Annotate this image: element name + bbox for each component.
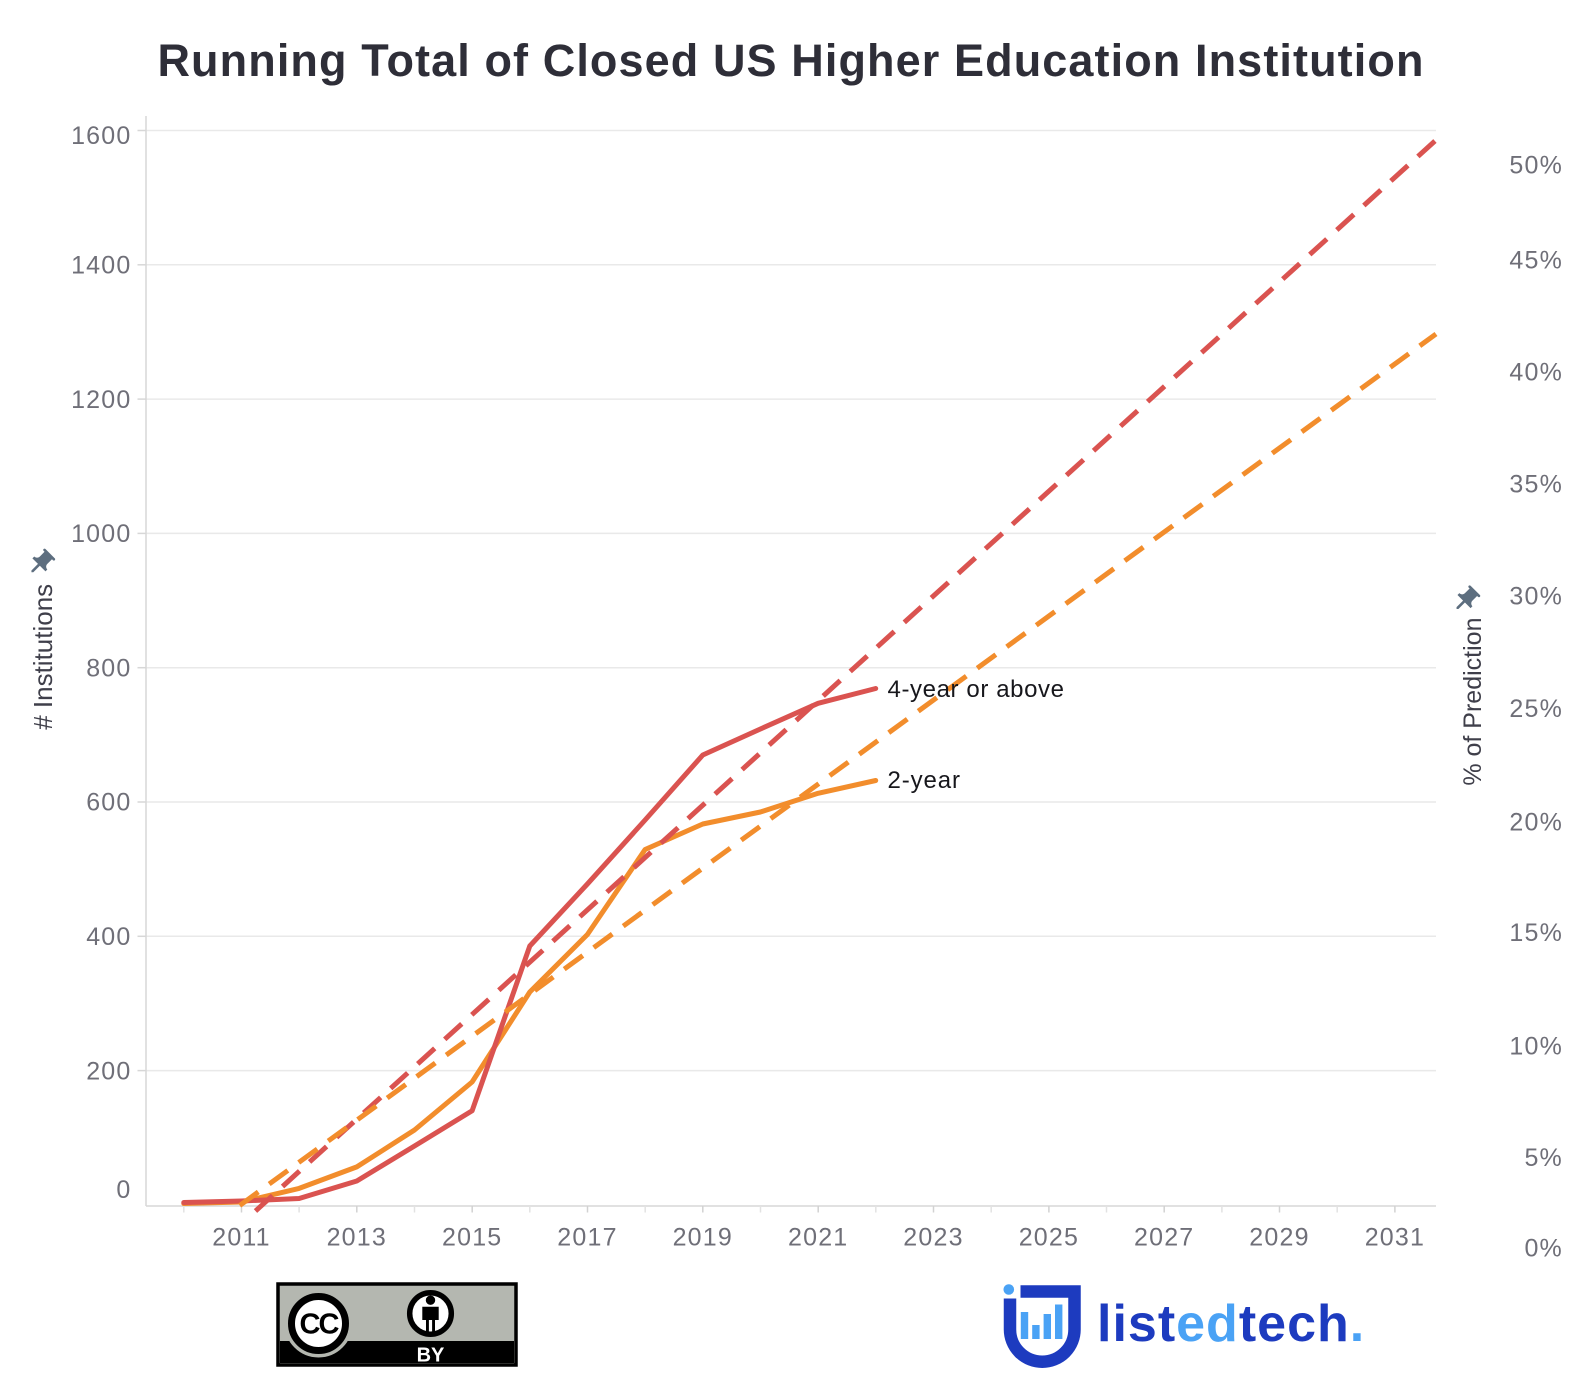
svg-text:50%: 50% <box>1509 152 1563 180</box>
svg-text:40%: 40% <box>1509 359 1563 387</box>
svg-text:25%: 25% <box>1509 695 1563 723</box>
svg-text:5%: 5% <box>1524 1144 1563 1172</box>
svg-text:2011: 2011 <box>212 1224 271 1252</box>
svg-text:4-year or above: 4-year or above <box>888 676 1065 703</box>
svg-text:400: 400 <box>86 923 131 951</box>
svg-text:1400: 1400 <box>71 252 131 280</box>
svg-text:35%: 35% <box>1509 471 1563 499</box>
svg-text:2013: 2013 <box>327 1224 387 1252</box>
svg-text:800: 800 <box>86 654 131 682</box>
svg-text:listedtech.: listedtech. <box>1097 1295 1365 1353</box>
svg-text:15%: 15% <box>1509 919 1563 947</box>
svg-text:10%: 10% <box>1509 1032 1563 1060</box>
svg-text:2-year: 2-year <box>888 767 961 794</box>
svg-text:2021: 2021 <box>788 1224 848 1252</box>
svg-text:0%: 0% <box>1524 1235 1563 1263</box>
svg-text:BY: BY <box>417 1345 445 1367</box>
svg-text:2029: 2029 <box>1249 1224 1309 1252</box>
svg-text:2015: 2015 <box>442 1224 502 1252</box>
svg-text:2023: 2023 <box>903 1224 963 1252</box>
svg-text:200: 200 <box>86 1057 131 1085</box>
svg-text:2031: 2031 <box>1365 1224 1425 1252</box>
svg-text:20%: 20% <box>1509 809 1563 837</box>
svg-text:1200: 1200 <box>71 386 131 414</box>
svg-text:2027: 2027 <box>1134 1224 1194 1252</box>
svg-text:2017: 2017 <box>557 1224 617 1252</box>
svg-text:# Institutions: # Institutions <box>28 584 58 730</box>
svg-text:2025: 2025 <box>1019 1224 1079 1252</box>
svg-text:45%: 45% <box>1509 247 1563 275</box>
svg-text:CC: CC <box>300 1309 340 1341</box>
svg-text:600: 600 <box>86 789 131 817</box>
svg-text:0: 0 <box>116 1176 131 1204</box>
svg-text:Running Total of Closed US Hig: Running Total of Closed US Higher Educat… <box>157 35 1424 86</box>
svg-text:30%: 30% <box>1509 583 1563 611</box>
svg-text:1600: 1600 <box>71 122 131 150</box>
svg-text:2019: 2019 <box>673 1224 733 1252</box>
svg-text:% of Prediction: % of Prediction <box>1459 618 1487 786</box>
svg-text:1000: 1000 <box>71 520 131 548</box>
